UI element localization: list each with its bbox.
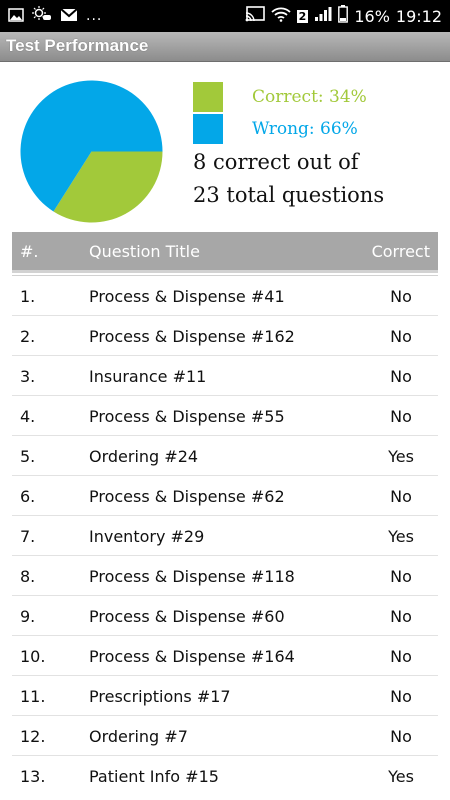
weather-icon <box>32 6 52 26</box>
correct-legend-swatch <box>193 82 223 112</box>
battery-percent: 16% <box>354 6 390 26</box>
row-number: 12. <box>20 727 46 746</box>
gmail-icon <box>60 7 78 26</box>
row-correct: No <box>390 607 412 626</box>
cast-icon <box>245 6 265 26</box>
row-question-title: Insurance #11 <box>89 367 207 386</box>
sim-badge: 2 <box>296 9 309 23</box>
row-number: 5. <box>20 447 36 466</box>
row-question-title: Process & Dispense #62 <box>89 487 285 506</box>
pie-slice-wrong <box>20 80 163 212</box>
row-number: 11. <box>20 687 46 706</box>
header-divider <box>12 275 438 276</box>
score-summary-line2: 23 total questions <box>193 183 385 207</box>
status-bar: ... 2 16% 19:12 <box>0 0 450 32</box>
battery-icon <box>338 5 349 27</box>
row-question-title: Ordering #7 <box>89 727 188 746</box>
score-pie-chart <box>20 80 163 223</box>
row-correct: No <box>390 487 412 506</box>
row-number: 8. <box>20 567 36 586</box>
table-row[interactable]: 8. Process & Dispense #118 No <box>12 556 438 596</box>
wifi-icon <box>271 6 291 26</box>
row-question-title: Process & Dispense #162 <box>89 327 295 346</box>
pie-slice-correct <box>53 151 163 223</box>
page-title: Test Performance <box>6 36 149 55</box>
table-row[interactable]: 9. Process & Dispense #60 No <box>12 596 438 636</box>
row-question-title: Ordering #24 <box>89 447 199 466</box>
row-question-title: Inventory #29 <box>89 527 205 546</box>
row-number: 4. <box>20 407 36 426</box>
table-row[interactable]: 7. Inventory #29 Yes <box>12 516 438 556</box>
table-row[interactable]: 3. Insurance #11 No <box>12 356 438 396</box>
correct-legend-label: Correct: 34% <box>252 87 367 107</box>
row-number: 9. <box>20 607 36 626</box>
row-number: 6. <box>20 487 36 506</box>
row-number: 13. <box>20 767 46 786</box>
row-number: 3. <box>20 367 36 386</box>
header-correct: Correct <box>371 242 430 261</box>
table-header: #. Question Title Correct <box>12 232 438 270</box>
table-row[interactable]: 1. Process & Dispense #41 No <box>12 276 438 316</box>
row-correct: Yes <box>388 767 414 786</box>
table-row[interactable]: 5. Ordering #24 Yes <box>12 436 438 476</box>
row-question-title: Process & Dispense #60 <box>89 607 285 626</box>
row-correct: No <box>390 567 412 586</box>
row-correct: No <box>390 407 412 426</box>
wrong-legend-swatch <box>193 114 223 144</box>
wrong-legend-label: Wrong: 66% <box>252 119 358 139</box>
row-correct: No <box>390 687 412 706</box>
row-correct: No <box>390 647 412 666</box>
table-row[interactable]: 6. Process & Dispense #62 No <box>12 476 438 516</box>
table-row[interactable]: 11. Prescriptions #17 No <box>12 676 438 716</box>
row-number: 1. <box>20 287 36 306</box>
row-question-title: Process & Dispense #41 <box>89 287 285 306</box>
row-correct: No <box>390 327 412 346</box>
row-correct: No <box>390 287 412 306</box>
row-correct: No <box>390 367 412 386</box>
app-title-bar: Test Performance <box>0 32 450 62</box>
table-row[interactable]: 13. Patient Info #15 Yes <box>12 756 438 796</box>
signal-icon <box>314 6 332 26</box>
row-question-title: Process & Dispense #55 <box>89 407 285 426</box>
table-row[interactable]: 12. Ordering #7 No <box>12 716 438 756</box>
row-correct: Yes <box>388 447 414 466</box>
row-correct: No <box>390 727 412 746</box>
row-number: 2. <box>20 327 36 346</box>
table-row[interactable]: 2. Process & Dispense #162 No <box>12 316 438 356</box>
more-notifications: ... <box>86 8 103 24</box>
header-question-title: Question Title <box>89 242 200 261</box>
row-question-title: Process & Dispense #118 <box>89 567 295 586</box>
header-divider <box>12 270 438 273</box>
header-number: #. <box>20 242 39 261</box>
table-row[interactable]: 10. Process & Dispense #164 No <box>12 636 438 676</box>
question-list: 1. Process & Dispense #41 No 2. Process … <box>12 276 438 796</box>
row-correct: Yes <box>388 527 414 546</box>
table-row[interactable]: 4. Process & Dispense #55 No <box>12 396 438 436</box>
gallery-icon <box>8 7 24 26</box>
row-question-title: Prescriptions #17 <box>89 687 231 706</box>
row-question-title: Patient Info #15 <box>89 767 219 786</box>
row-number: 10. <box>20 647 46 666</box>
row-question-title: Process & Dispense #164 <box>89 647 295 666</box>
row-number: 7. <box>20 527 36 546</box>
score-summary-line1: 8 correct out of <box>193 150 359 174</box>
clock: 19:12 <box>395 6 442 26</box>
